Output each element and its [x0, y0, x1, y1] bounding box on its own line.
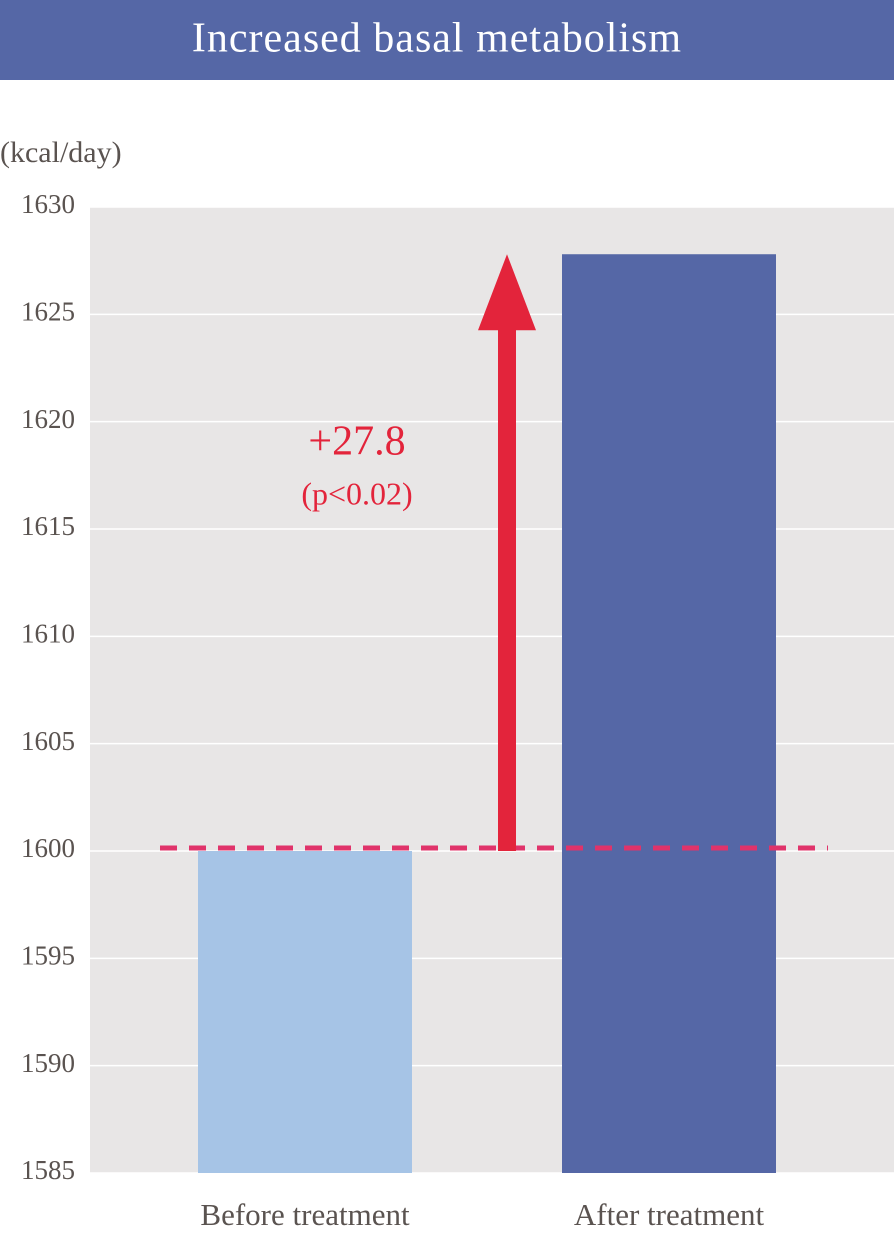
- y-tick-label: 1610: [21, 619, 75, 649]
- annotation: +27.8: [308, 419, 405, 465]
- annotation-note: (p<0.02): [301, 475, 412, 511]
- y-tick-label: 1600: [21, 833, 75, 863]
- x-tick-label: After treatment: [574, 1197, 765, 1232]
- bar: [562, 254, 776, 1173]
- y-tick-label: 1620: [21, 404, 75, 434]
- increase-arrow: [478, 254, 536, 851]
- y-tick-label: 1605: [21, 726, 75, 756]
- y-tick-label: 1595: [21, 941, 75, 971]
- y-tick-label: 1625: [21, 297, 75, 327]
- y-tick-label: 1585: [21, 1155, 75, 1185]
- y-tick-label: 1590: [21, 1048, 75, 1078]
- y-axis-label: (kcal/day): [0, 136, 122, 169]
- y-tick-label: 1615: [21, 511, 75, 541]
- x-tick-label: Before treatment: [200, 1197, 410, 1232]
- chart-title: Increased basal metabolism: [192, 16, 682, 62]
- bar: [198, 851, 412, 1173]
- title-banner: [0, 0, 894, 80]
- y-tick-label: 1630: [21, 189, 75, 219]
